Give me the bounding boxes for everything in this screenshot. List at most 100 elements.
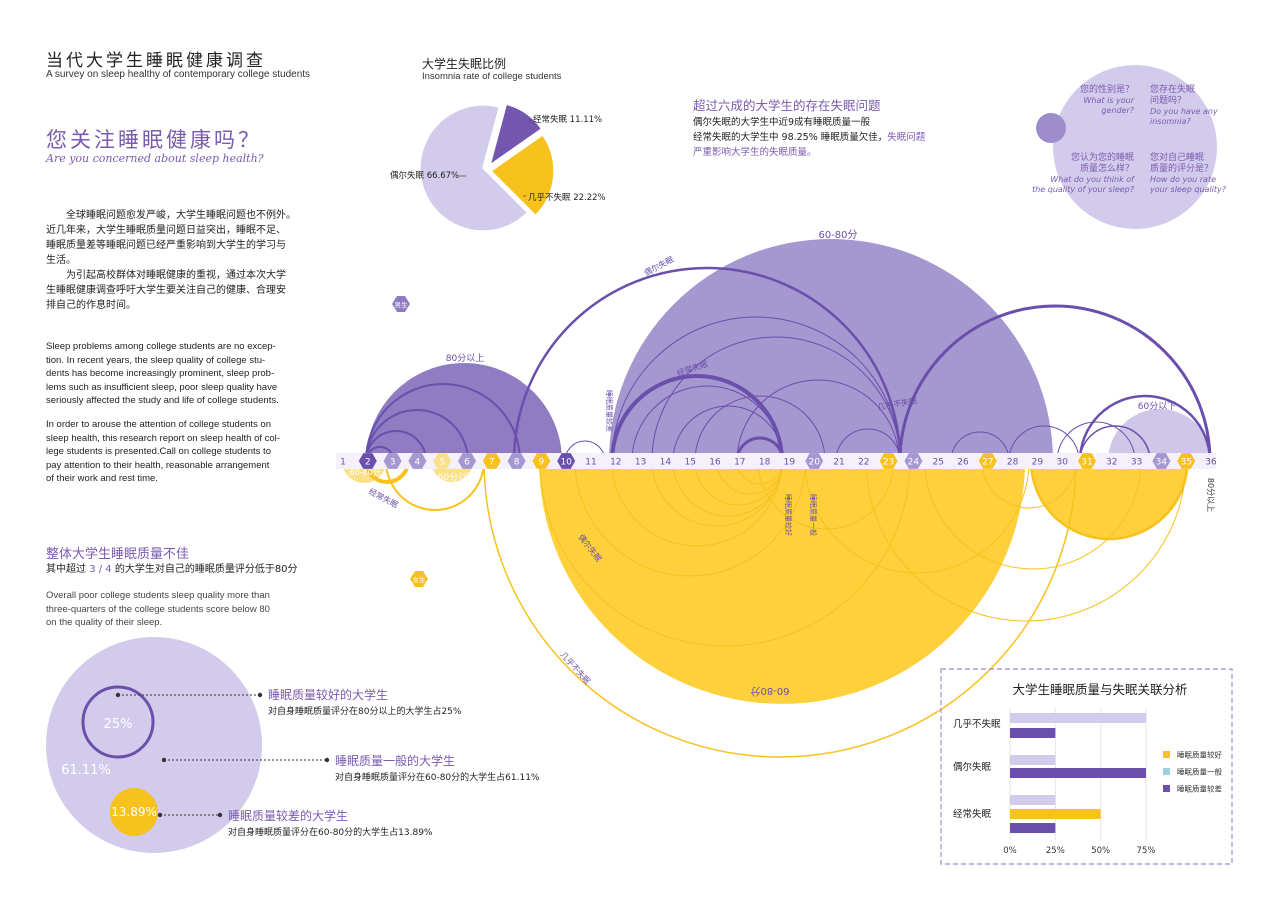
female-badge-hex bbox=[410, 571, 428, 587]
node-number: 7 bbox=[489, 458, 495, 468]
insomnia-line: 严重影响大学生的失眠质量。 bbox=[693, 147, 817, 158]
label-60-80-small: 60-80分 bbox=[349, 468, 380, 477]
intro-cn: 全球睡眠问题愈发严峻，大学生睡眠问题也不例外。 近几年来，大学生睡眠质量问题日益… bbox=[46, 208, 316, 313]
female-label: 女生 bbox=[413, 575, 427, 584]
yellow-arc bbox=[981, 460, 1077, 509]
yellow-semicircle-big bbox=[539, 461, 1025, 704]
yellow-arc bbox=[672, 460, 784, 517]
node-number: 9 bbox=[539, 458, 545, 468]
q3-en-2: the quality of your sleep? bbox=[1032, 185, 1135, 194]
bar-tick-label: 0% bbox=[1003, 846, 1017, 856]
bar bbox=[1010, 768, 1146, 778]
q2-en-1: Do you have any bbox=[1150, 107, 1218, 116]
node-number: 23 bbox=[883, 458, 894, 468]
node-number: 17 bbox=[734, 458, 745, 468]
question-subtitle: Are you concerned about sleep health? bbox=[46, 152, 264, 165]
legend-swatch bbox=[1163, 751, 1170, 758]
node-number: 14 bbox=[660, 458, 672, 468]
bar bbox=[1010, 809, 1101, 819]
bar bbox=[1010, 823, 1056, 833]
node-number: 25 bbox=[932, 458, 943, 468]
insomnia-line2-pre: 经常失眠的大学生中 98.25% 睡眠质量欠佳， bbox=[693, 132, 888, 143]
legend-label: 睡眠质量一般 bbox=[1177, 767, 1222, 777]
purple-arc bbox=[365, 430, 427, 462]
normal-desc: 对自身睡眠质量评分在60-80分的大学生占61.11% bbox=[335, 771, 540, 783]
label-quality-poor: 睡眠质量较差 bbox=[605, 390, 614, 432]
node-hex bbox=[1078, 453, 1096, 469]
label-60-80-bottom: 60-80分 bbox=[750, 685, 789, 697]
node-hex bbox=[482, 453, 501, 469]
purple-arc bbox=[651, 336, 901, 462]
intro-cn-line: 生睡眠健康调查呼吁大学生要关注自己的健康、合理安 bbox=[46, 285, 286, 296]
label-80-above-right: 80分以上 bbox=[1206, 478, 1215, 512]
legend-label: 睡眠质量较好 bbox=[1177, 750, 1222, 760]
baseline-band bbox=[336, 453, 1216, 469]
intro-cn-line: 生活。 bbox=[46, 255, 76, 266]
q4-cn-1: 您对自己睡眠 bbox=[1150, 151, 1204, 163]
yellow-arc bbox=[757, 460, 895, 530]
intro-en-line: In order to arouse the attention of coll… bbox=[46, 419, 271, 430]
label-60-below-left: 60分以下 bbox=[438, 472, 476, 483]
label-quality-good: 睡眠质量较好 bbox=[784, 494, 793, 536]
node-hex bbox=[805, 453, 824, 469]
quality-line: 其中超过 3 / 4 的大学生对自己的睡眠质量评分低于80分 bbox=[46, 562, 298, 577]
intro-en-line: lems such as insufficient sleep, poor sl… bbox=[46, 381, 278, 393]
pie-title: 大学生失眠比例 bbox=[422, 57, 507, 71]
intro-en-line: pay attention to their health, reasonabl… bbox=[46, 459, 270, 471]
purple-arc bbox=[735, 436, 785, 462]
node-number: 15 bbox=[684, 458, 695, 468]
page-subtitle: A survey on sleep healthy of contemporar… bbox=[46, 69, 311, 80]
purple-semicircle-right bbox=[1108, 409, 1212, 461]
bar bbox=[1010, 755, 1056, 765]
pie-slice-occasional bbox=[419, 104, 529, 232]
good-desc: 对自身睡眠质量评分在80分以上的大学生占25% bbox=[268, 705, 462, 717]
legend-swatch bbox=[1163, 785, 1170, 792]
node-number: 13 bbox=[635, 458, 646, 468]
node-hex bbox=[358, 453, 377, 469]
page-title: 当代大学生睡眠健康调查 bbox=[46, 51, 266, 71]
questions-dot bbox=[1036, 113, 1066, 143]
insomnia-line: 偶尔失眠的大学生中近9成有睡眠质量一般 bbox=[693, 117, 871, 128]
q1-en-1: What is your bbox=[1084, 96, 1135, 105]
connector-dot bbox=[324, 757, 330, 763]
node-number: 28 bbox=[1007, 458, 1019, 468]
bar-category-label: 经常失眠 bbox=[953, 808, 992, 820]
yellow-arc bbox=[865, 460, 1187, 622]
purple-arc bbox=[1056, 421, 1136, 462]
node-number: 4 bbox=[415, 458, 421, 468]
node-number: 2 bbox=[365, 458, 371, 468]
node-number: 1 bbox=[340, 458, 346, 468]
node-hex bbox=[532, 453, 551, 469]
node-number: 27 bbox=[982, 458, 993, 468]
node-hex bbox=[557, 453, 576, 469]
quality-en-line: on the quality of their sleep. bbox=[46, 617, 163, 628]
bubble-good-label: 25% bbox=[104, 717, 133, 732]
purple-arc bbox=[736, 379, 900, 462]
yellow-arc bbox=[385, 460, 485, 511]
intro-en-2: In order to arouse the attention of coll… bbox=[46, 418, 316, 486]
good-title: 睡眠质量较好的大学生 bbox=[268, 687, 388, 702]
yellow-arc-rarely bbox=[483, 460, 1077, 758]
poor-desc: 对自身睡眠质量评分在60-80分的大学生占13.89% bbox=[228, 826, 433, 838]
quality-en-line: Overall poor college students sleep qual… bbox=[46, 590, 270, 601]
yellow-arc bbox=[924, 460, 1142, 570]
quality-line-pre: 其中超过 bbox=[46, 564, 90, 575]
bar-marks bbox=[1010, 713, 1146, 833]
male-label: 男生 bbox=[395, 300, 409, 309]
purple-arc bbox=[365, 409, 469, 462]
purple-arc bbox=[835, 428, 901, 462]
quality-line-post: 的大学生对自己的睡眠质量评分低于80分 bbox=[111, 564, 298, 575]
quality-en-line: three-quarters of the college students s… bbox=[46, 603, 270, 615]
purple-arc bbox=[1008, 425, 1080, 462]
bar-tick-label: 25% bbox=[1046, 846, 1065, 856]
node-hex bbox=[1177, 453, 1196, 469]
node-hex bbox=[904, 453, 923, 469]
q4-en-2: your sleep quality? bbox=[1149, 185, 1227, 194]
purple-arc bbox=[631, 385, 783, 462]
purple-arc bbox=[898, 304, 1212, 462]
q3-cn-2: 质量怎么样？ bbox=[1080, 162, 1134, 174]
q2-en-2: insomnia? bbox=[1150, 117, 1191, 126]
node-number: 26 bbox=[957, 458, 969, 468]
node-number: 31 bbox=[1081, 458, 1092, 468]
